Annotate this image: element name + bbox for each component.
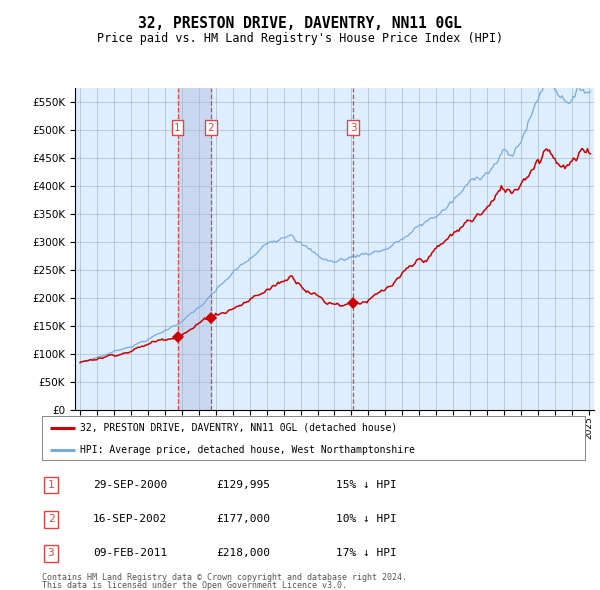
Text: 32, PRESTON DRIVE, DAVENTRY, NN11 0GL: 32, PRESTON DRIVE, DAVENTRY, NN11 0GL	[138, 16, 462, 31]
Text: HPI: Average price, detached house, West Northamptonshire: HPI: Average price, detached house, West…	[80, 445, 415, 455]
Text: 1: 1	[174, 123, 181, 133]
Text: £218,000: £218,000	[216, 549, 270, 558]
Text: 16-SEP-2002: 16-SEP-2002	[93, 514, 167, 524]
Text: 10% ↓ HPI: 10% ↓ HPI	[336, 514, 397, 524]
Text: £129,995: £129,995	[216, 480, 270, 490]
Text: 09-FEB-2011: 09-FEB-2011	[93, 549, 167, 558]
Text: This data is licensed under the Open Government Licence v3.0.: This data is licensed under the Open Gov…	[42, 581, 347, 590]
Text: 2: 2	[208, 123, 214, 133]
Text: £177,000: £177,000	[216, 514, 270, 524]
Text: 17% ↓ HPI: 17% ↓ HPI	[336, 549, 397, 558]
Text: 3: 3	[47, 549, 55, 558]
Text: 2: 2	[47, 514, 55, 524]
Text: 15% ↓ HPI: 15% ↓ HPI	[336, 480, 397, 490]
Text: Contains HM Land Registry data © Crown copyright and database right 2024.: Contains HM Land Registry data © Crown c…	[42, 572, 407, 582]
Text: 1: 1	[47, 480, 55, 490]
Text: 32, PRESTON DRIVE, DAVENTRY, NN11 0GL (detached house): 32, PRESTON DRIVE, DAVENTRY, NN11 0GL (d…	[80, 423, 397, 433]
Bar	[178, 88, 211, 410]
Text: 29-SEP-2000: 29-SEP-2000	[93, 480, 167, 490]
Text: 3: 3	[350, 123, 356, 133]
Text: Price paid vs. HM Land Registry's House Price Index (HPI): Price paid vs. HM Land Registry's House …	[97, 32, 503, 45]
